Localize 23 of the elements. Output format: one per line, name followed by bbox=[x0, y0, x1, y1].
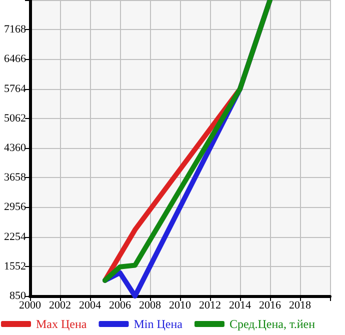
x-tick-label: 2014 bbox=[229, 300, 252, 312]
x-tick-label: 2016 bbox=[259, 300, 282, 312]
legend-label: Min Цена bbox=[134, 317, 184, 331]
y-tick-label: 5764 bbox=[4, 82, 26, 95]
y-tick-label: 2254 bbox=[4, 230, 26, 243]
y-tick-label: 3658 bbox=[4, 172, 26, 184]
x-tick-label: 2018 bbox=[289, 300, 312, 312]
x-tick-label: 2010 bbox=[169, 300, 192, 312]
x-tick-label: 2006 bbox=[109, 300, 132, 312]
x-tick-label: 2000 bbox=[19, 300, 42, 312]
legend-label: Max Цена bbox=[36, 317, 88, 331]
y-tick-label: 850 bbox=[10, 290, 26, 302]
y-tick-label: 7168 bbox=[4, 24, 26, 36]
y-tick-label: 2956 bbox=[4, 201, 26, 214]
x-tick-label: 2004 bbox=[79, 300, 102, 312]
y-tick-label: 6466 bbox=[4, 53, 26, 66]
y-tick-label: 4360 bbox=[4, 142, 26, 154]
x-tick-label: 2008 bbox=[139, 300, 162, 312]
x-tick-label: 2012 bbox=[199, 300, 221, 312]
legend-label: Сред.Цена, т.йен bbox=[229, 317, 316, 331]
y-tick-label: 5062 bbox=[4, 112, 26, 124]
y-tick-label: 1552 bbox=[4, 260, 26, 272]
x-tick-label: 2002 bbox=[49, 300, 71, 312]
